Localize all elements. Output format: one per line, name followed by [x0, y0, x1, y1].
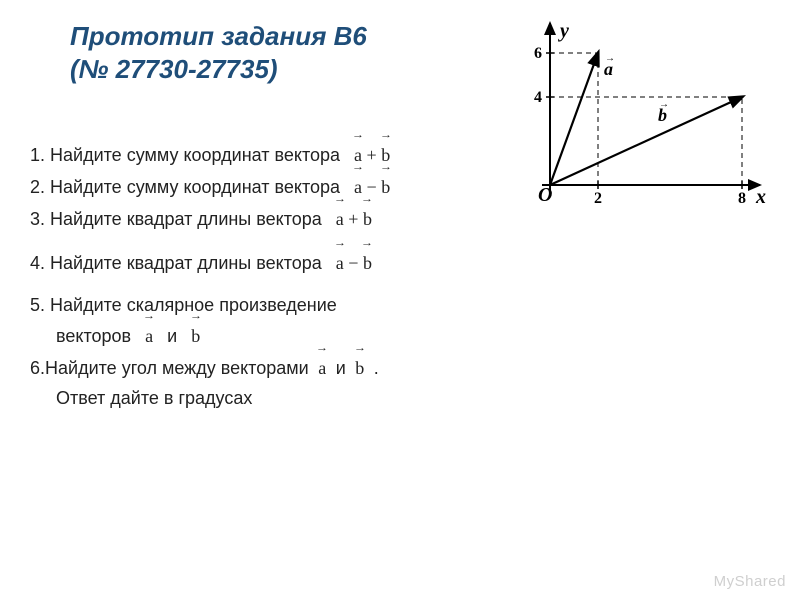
q1-text: 1. Найдите сумму координат вектора: [30, 145, 340, 165]
svg-text:6: 6: [534, 45, 542, 62]
q4-text: 4. Найдите квадрат длины вектора: [30, 253, 322, 273]
watermark: MyShared: [714, 573, 786, 590]
q1: 1. Найдите сумму координат вектора a + b: [30, 140, 460, 170]
q5-vb: b: [182, 326, 200, 346]
title-line1: Прототип задания B6: [70, 21, 367, 51]
q3-expr: a + b: [327, 209, 372, 229]
svg-text:O: O: [538, 184, 552, 206]
svg-text:y: y: [558, 20, 569, 42]
title-line2: (№ 27730-27735): [70, 54, 278, 84]
q2: 2. Найдите сумму координат вектора a − b: [30, 172, 460, 202]
spacer: [30, 280, 460, 290]
q4: 4. Найдите квадрат длины вектора a − b: [30, 248, 460, 278]
q3: 3. Найдите квадрат длины вектора a + b: [30, 204, 460, 234]
q5b: векторов a и b: [30, 321, 460, 351]
svg-text:8: 8: [738, 190, 746, 207]
spacer: [30, 236, 460, 246]
q6-note: Ответ дайте в градусах: [30, 385, 460, 413]
page-title: Прототип задания B6 (№ 27730-27735): [70, 20, 367, 85]
question-list: 1. Найдите сумму координат вектора a + b…: [30, 140, 460, 415]
q4-expr: a − b: [327, 253, 372, 273]
q6-vb: b: [351, 358, 369, 378]
svg-text:2: 2: [594, 190, 602, 207]
q6: 6.Найдите угол между векторами a и b .: [30, 353, 460, 383]
q3-text: 3. Найдите квадрат длины вектора: [30, 209, 322, 229]
svg-text:→: →: [605, 53, 615, 64]
vector-chart: 2846Oxya→b→: [510, 15, 770, 215]
q5-va: a: [136, 326, 162, 346]
q5a: 5. Найдите скалярное произведение: [30, 292, 460, 320]
svg-text:→: →: [659, 99, 669, 110]
q2-text: 2. Найдите сумму координат вектора: [30, 177, 340, 197]
q6-va: a: [314, 358, 331, 378]
svg-text:x: x: [755, 186, 766, 208]
svg-text:4: 4: [534, 89, 542, 106]
